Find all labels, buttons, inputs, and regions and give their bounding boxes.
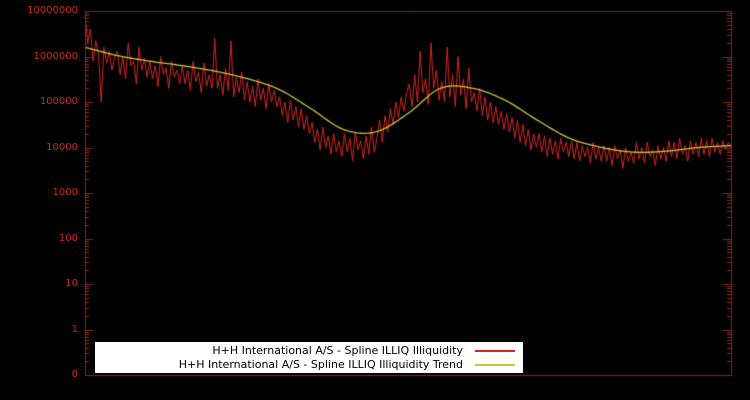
legend-item-trend: H+H International A/S - Spline ILLIQ Ill… [103, 358, 515, 371]
legend-item-illiquidity: H+H International A/S - Spline ILLIQ Ill… [103, 344, 515, 357]
legend: H+H International A/S - Spline ILLIQ Ill… [95, 342, 523, 373]
legend-label-illiquidity: H+H International A/S - Spline ILLIQ Ill… [212, 344, 463, 357]
yellow-line-sample [475, 363, 515, 366]
red-line-sample [475, 349, 515, 352]
legend-label-trend: H+H International A/S - Spline ILLIQ Ill… [178, 358, 463, 371]
